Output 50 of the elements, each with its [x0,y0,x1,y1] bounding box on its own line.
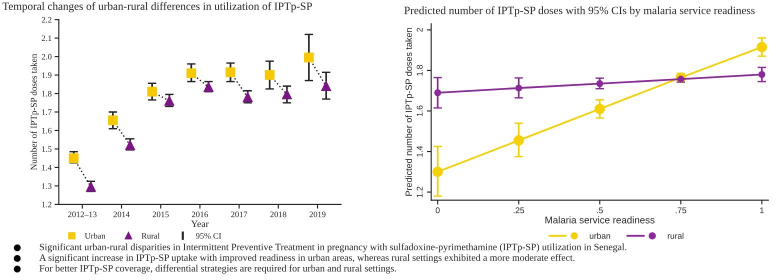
point [758,71,766,78]
y-tick-label: 1.7 [42,109,52,116]
legend-label: Rural [142,232,160,239]
x-tick-label: 2014 [114,212,130,218]
y-tick-label: 2.2 [42,16,52,23]
y-tick-label: 1.6 [416,106,423,116]
legend-label: rural [668,232,684,239]
y-tick-label: 1.5 [42,146,52,152]
y-axis-title: Number of IPTp-SP doses taken [30,54,39,170]
y-tick-label: 2 [416,28,423,32]
x-tick-label: 0 [436,207,440,214]
x-axis-title: Year [191,220,209,228]
x-tick-label: 2017 [231,212,248,218]
x-tick-label: 2012–13 [68,212,97,218]
chart-title: Temporal changes of urban-rural differences in utilization of IPTp-SP [2,2,312,12]
y-tick-label: 1.6 [42,128,52,134]
x-tick-label: 1 [760,207,764,214]
x-tick-label: 2015 [152,212,169,218]
x-axis-title: Malaria service readiness [545,216,655,224]
y-axis-title: Predicted number of IPTp-SP doses taken [405,28,414,196]
point [432,166,443,178]
legend-label: urban [590,232,610,239]
point [515,84,522,92]
x-tick-label: 2019 [310,212,326,218]
x-tick-label: .5 [597,207,603,214]
x-tick-label: 2016 [192,212,208,218]
point [596,80,604,88]
y-tick-label: 1.3 [42,183,52,189]
legend-label: Urban [84,232,106,239]
y-tick-label: 1.2 [416,186,423,198]
y-tick-label: 2.1 [42,35,52,42]
text: 95% CI [196,233,222,239]
y-tick-label: 1.8 [416,65,423,76]
x-tick-label: 2018 [270,212,286,218]
y-tick-label: 1.2 [42,202,52,208]
text: For better IPTp-SP coverage, differential strategies are required for urban and rural settings. [39,264,396,274]
y-tick-label: 1.4 [42,164,52,170]
point [514,135,524,146]
y-tick-label: 2.0 [42,54,52,60]
x-tick-label: .25 [514,207,524,214]
y-tick-label: 1.8 [42,90,52,97]
y-tick-label: 1.4 [416,146,423,157]
x-tick-label: .75 [676,207,686,214]
point [756,42,768,52]
point [434,89,442,96]
point [594,104,605,114]
text: Significant urban-rural disparities in Intermittent Preventive Treatment in pregnancy with sulfadoxine-pyrimethamine (IPTp-SP) utilization in Senegal. [40,243,626,252]
y-tick-label: 1.9 [42,72,52,78]
chart-title: Predicted number of IPTp-SP doses with 95% CIs by malaria service readiness [404,6,755,16]
text: A significant increase in IPTp-SP uptake with improved readiness in urban areas, whereas rural settings exhibited a more moderate effect. [39,254,574,263]
